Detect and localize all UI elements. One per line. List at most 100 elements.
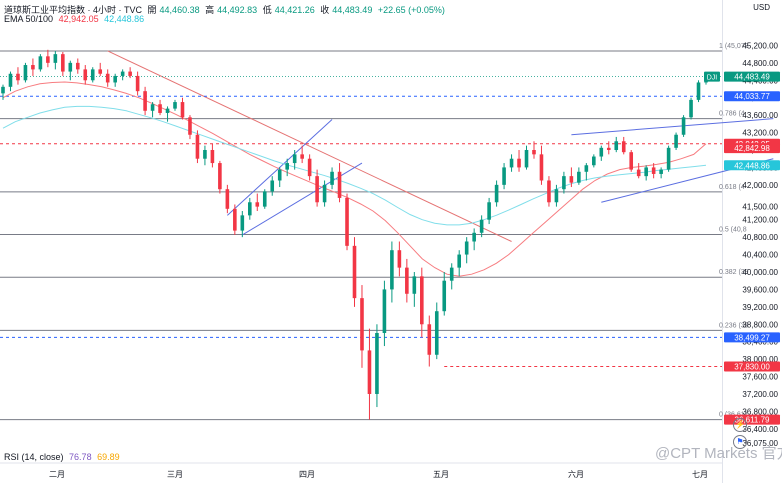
candle-body bbox=[621, 141, 626, 153]
candle-body bbox=[651, 167, 656, 174]
candle-body bbox=[375, 332, 379, 394]
y-tick-label: 36,075.00 bbox=[742, 439, 778, 448]
candles-layer bbox=[1, 49, 708, 420]
candle-body bbox=[61, 54, 65, 72]
candle-body bbox=[524, 149, 529, 168]
candle-body bbox=[427, 324, 432, 355]
price-tag-bg bbox=[724, 361, 780, 372]
price-tag-bg bbox=[724, 143, 780, 154]
candle-body bbox=[367, 350, 372, 394]
price-tag-label: 42,448.86 bbox=[734, 161, 770, 170]
ema-label: EMA 50/100 bbox=[4, 14, 54, 24]
candle-body bbox=[562, 176, 566, 190]
y-tick-label: 38,800.00 bbox=[742, 320, 778, 329]
candle-body bbox=[494, 184, 499, 203]
symbol-tag-bg bbox=[704, 71, 720, 82]
ema-fast-value: 42,942.05 bbox=[58, 14, 99, 24]
y-tick-label: 41,200.00 bbox=[742, 216, 778, 225]
candle-body bbox=[277, 169, 282, 181]
candle-body bbox=[614, 141, 619, 150]
symbol-title[interactable]: 道琼斯工业平均指数 · 4小时 · TVC bbox=[4, 5, 143, 15]
y-tick-label: 38,000.00 bbox=[742, 355, 778, 364]
price-tag-label: 38,499.27 bbox=[734, 333, 770, 342]
close-label: 收 bbox=[320, 5, 330, 15]
candle-body bbox=[352, 245, 357, 299]
candle-body bbox=[135, 75, 140, 92]
price-tag-bg bbox=[724, 332, 780, 343]
fib-label: 0.382 (39 bbox=[719, 269, 749, 276]
price-tag-bg bbox=[724, 160, 780, 171]
x-tick-label: 七月 bbox=[692, 470, 708, 479]
candle-body bbox=[412, 276, 417, 294]
candle-body bbox=[210, 149, 215, 164]
candle-body bbox=[472, 232, 476, 242]
y-tick-label: 42,000.00 bbox=[742, 181, 778, 190]
candle-body bbox=[75, 62, 80, 70]
y-tick-label: 43,200.00 bbox=[742, 129, 778, 138]
drawings-layer bbox=[0, 50, 774, 368]
candle-body bbox=[464, 241, 469, 255]
candle-body bbox=[165, 108, 170, 113]
y-tick-label: 39,200.00 bbox=[742, 303, 778, 312]
candle-body bbox=[225, 189, 230, 209]
y-tick-label: 43,600.00 bbox=[742, 111, 778, 120]
candle-body bbox=[457, 254, 462, 268]
x-tick-label: 三月 bbox=[167, 470, 183, 479]
fib-label: 0.786 (4 bbox=[719, 111, 745, 118]
currency-label[interactable]: USD bbox=[753, 3, 770, 12]
candle-body bbox=[390, 250, 394, 290]
candle-body bbox=[46, 56, 50, 63]
wedge-upper bbox=[571, 118, 774, 136]
open-value: 44,460.38 bbox=[159, 5, 200, 15]
candle-body bbox=[16, 73, 20, 81]
candle-body bbox=[143, 91, 147, 111]
ema-layer bbox=[2, 81, 707, 277]
candle-body bbox=[636, 169, 641, 177]
candle-body bbox=[53, 54, 58, 63]
price-tag-label: 37,830.00 bbox=[734, 363, 770, 372]
price-axis[interactable]: 45,200.0044,800.0044,400.0044,000.0043,6… bbox=[742, 41, 778, 448]
y-tick-label: 36,800.00 bbox=[742, 407, 778, 416]
fib-label: 0.618 (4 bbox=[719, 184, 745, 191]
high-value: 44,492.83 bbox=[217, 5, 258, 15]
y-tick-label: 40,400.00 bbox=[742, 251, 778, 260]
candle-body bbox=[592, 156, 596, 166]
candle-body bbox=[1, 86, 5, 94]
side-icons: ⚡ ⚑ bbox=[733, 418, 747, 452]
rsi-legend[interactable]: RSI (14, close) 76.78 69.89 bbox=[4, 452, 123, 462]
lightning-icon[interactable]: ⚡ bbox=[733, 418, 747, 432]
ema-legend[interactable]: EMA 50/100 42,942.05 42,448.86 bbox=[4, 14, 147, 24]
x-tick-label: 五月 bbox=[433, 470, 449, 479]
fib-label: 1 (45,073 bbox=[719, 43, 749, 50]
x-tick-label: 四月 bbox=[299, 470, 315, 479]
candle-body bbox=[405, 267, 409, 294]
flag-icon[interactable]: ⚑ bbox=[733, 435, 747, 449]
candle-body bbox=[434, 311, 439, 355]
candle-body bbox=[599, 147, 604, 157]
candle-body bbox=[240, 215, 245, 231]
candle-body bbox=[307, 158, 312, 177]
rsi-ma-value: 69.89 bbox=[97, 452, 120, 462]
ema-slow-line bbox=[2, 105, 707, 226]
y-tick-label: 37,200.00 bbox=[742, 390, 778, 399]
candle-body bbox=[382, 289, 387, 333]
candle-body bbox=[322, 184, 327, 203]
price-tag-label: 36,611.79 bbox=[735, 416, 771, 425]
candle-body bbox=[689, 99, 693, 118]
fibonacci-levels: 1 (45,073 0.786 (4 0.618 (4 0.5 (40,8 0.382 … bbox=[0, 43, 749, 421]
y-tick-label: 37,600.00 bbox=[742, 373, 778, 382]
time-axis[interactable]: 二月 三月 四月 五月 六月 七月 bbox=[49, 469, 708, 479]
price-tag-bg bbox=[724, 91, 780, 102]
price-tag-label: 44,483.49 bbox=[734, 73, 770, 82]
candle-body bbox=[120, 71, 125, 76]
channel-lower bbox=[242, 162, 363, 236]
candle-body bbox=[666, 147, 671, 170]
watermark: @CPT Markets 官方 bbox=[655, 445, 782, 462]
change-value: +22.65 (+0.05%) bbox=[377, 5, 445, 15]
ema-fast-line bbox=[2, 81, 707, 277]
grid-layer bbox=[0, 0, 723, 483]
low-value: 44,421.26 bbox=[274, 5, 315, 15]
y-tick-label: 40,000.00 bbox=[742, 268, 778, 277]
candle-body bbox=[173, 102, 177, 109]
